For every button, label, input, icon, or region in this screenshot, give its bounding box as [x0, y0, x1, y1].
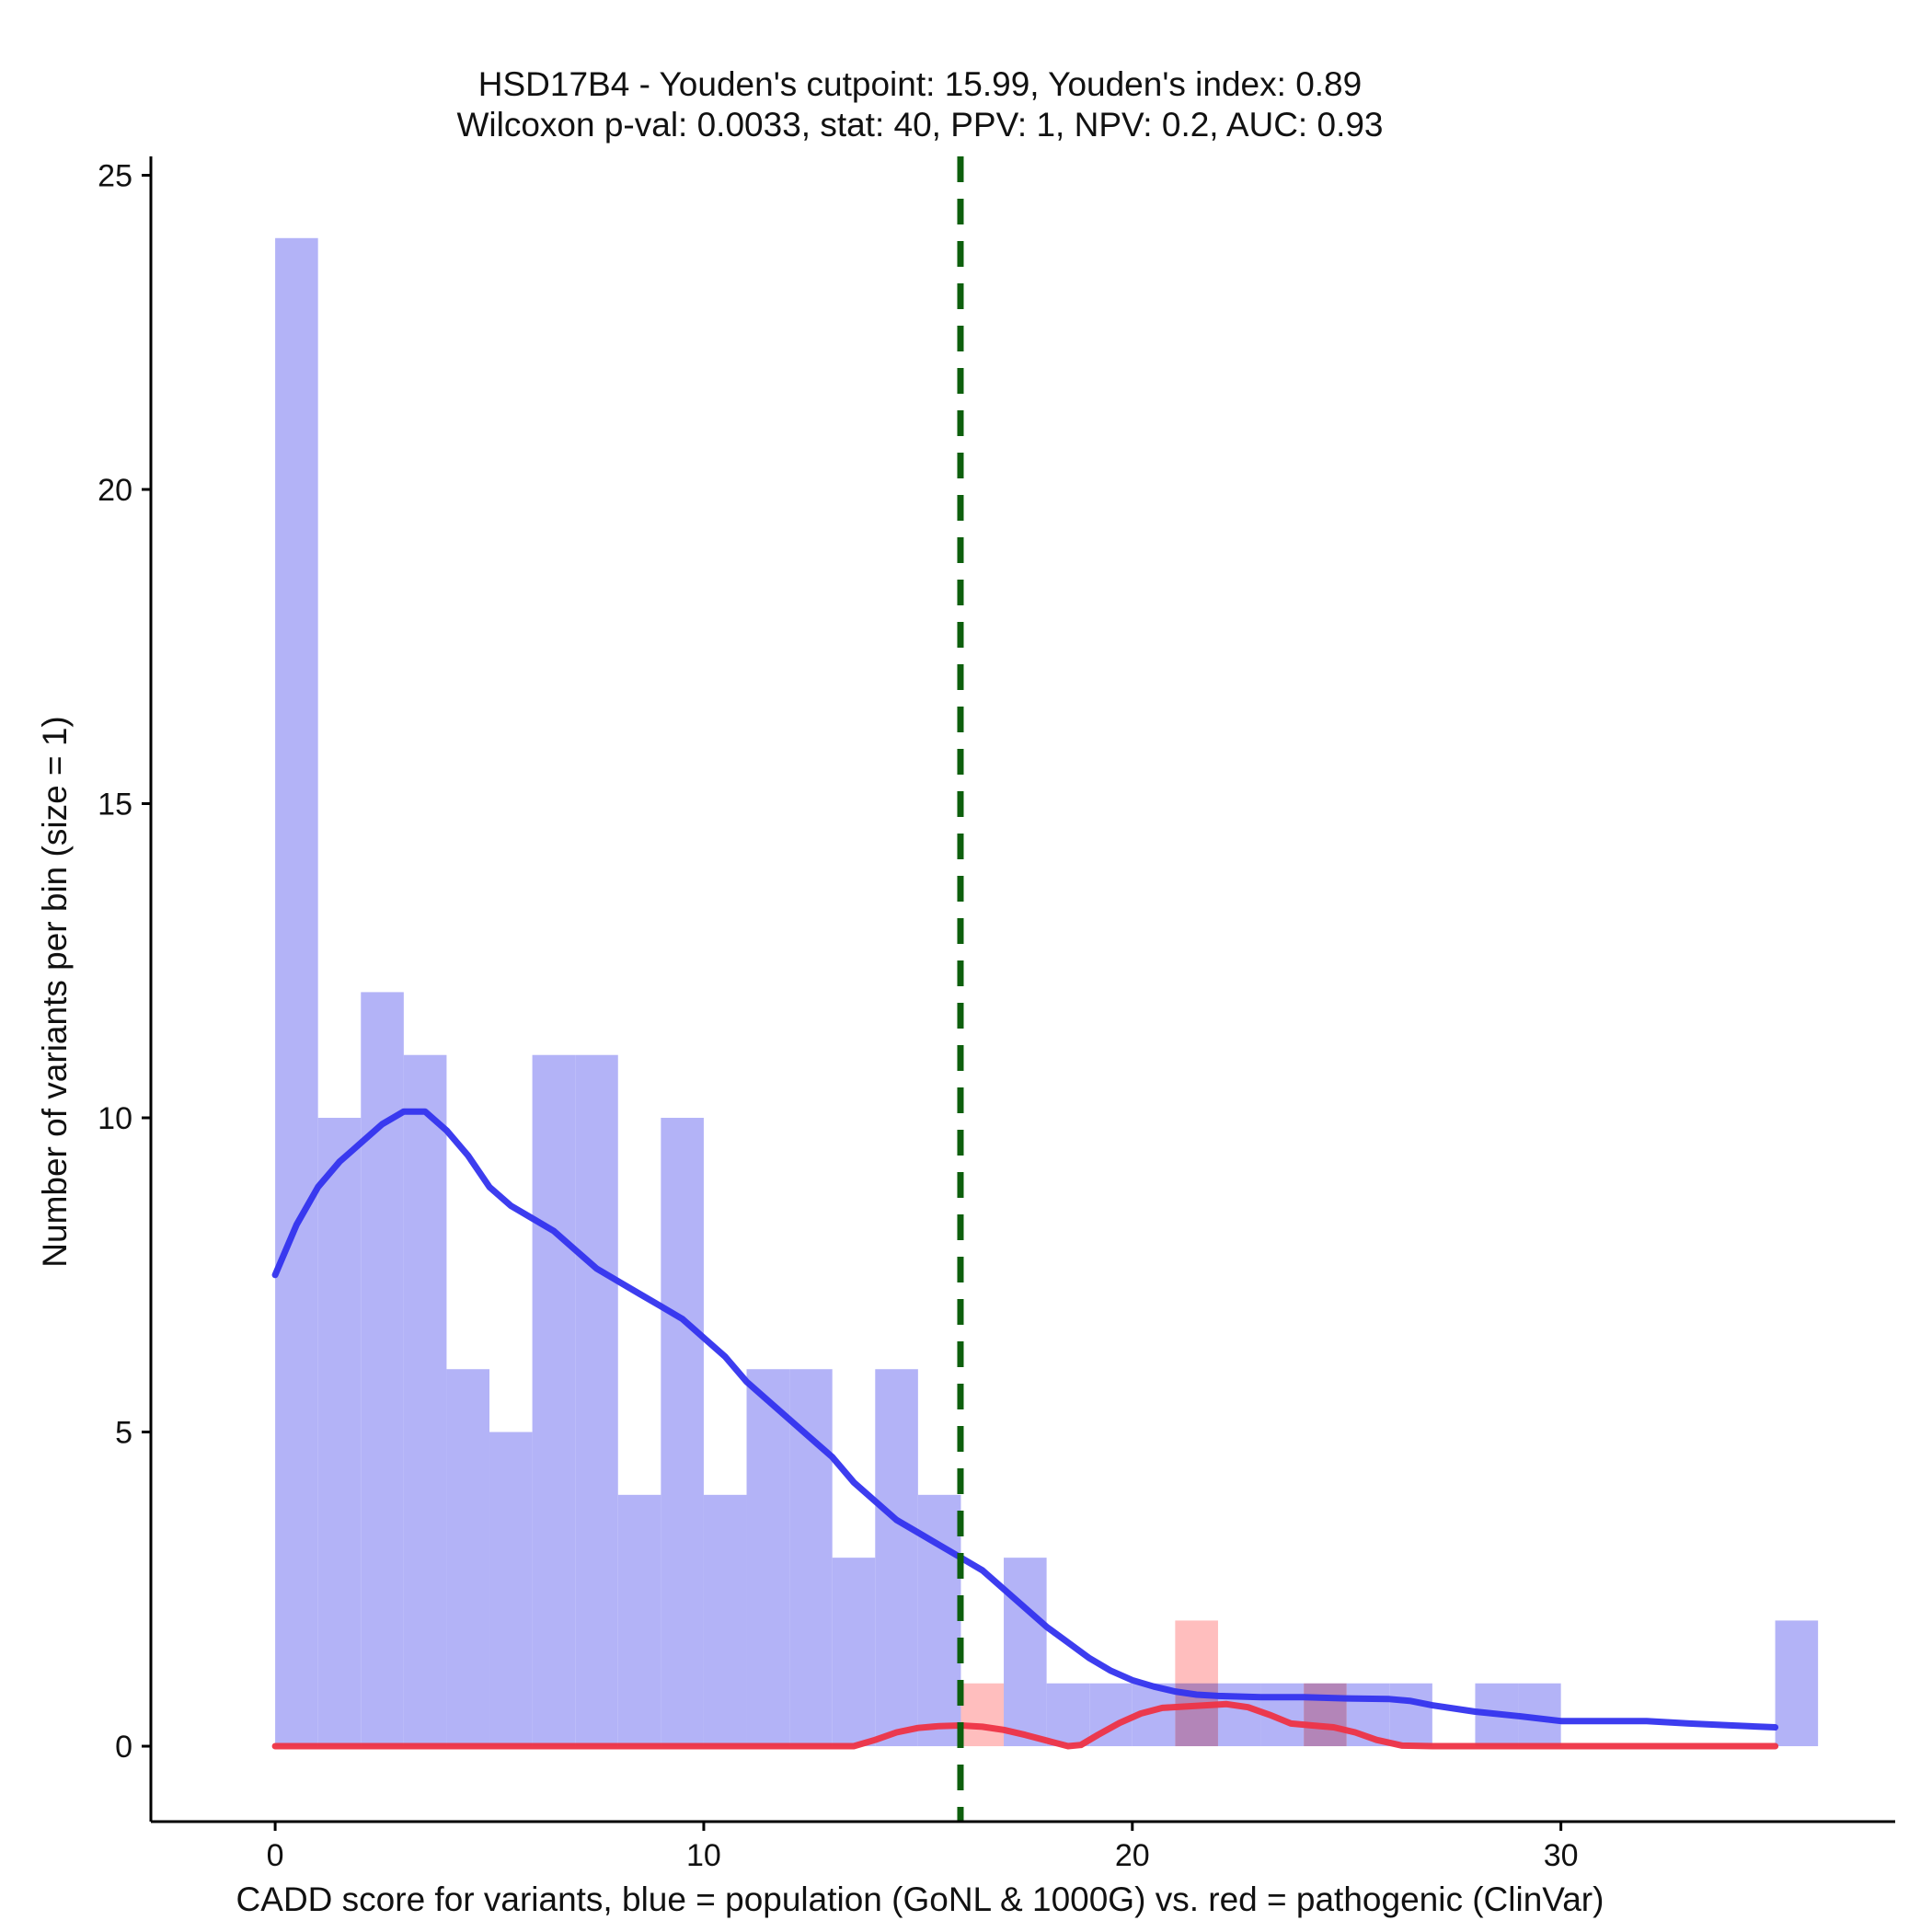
y-tick-label-5: 5: [115, 1416, 132, 1451]
population-bar-18: [1046, 1683, 1090, 1747]
y-tick-label-0: 0: [115, 1730, 132, 1765]
population-bar-11: [746, 1369, 790, 1747]
pathogenic-bar-16: [960, 1683, 1005, 1747]
x-ticks: 0 10 20 30: [267, 1822, 1579, 1873]
population-bar-4: [446, 1369, 490, 1747]
population-bar-17: [1004, 1558, 1047, 1747]
population-bar-0: [275, 237, 318, 1747]
x-tick-label-10: 10: [686, 1838, 721, 1873]
population-bar-13: [832, 1558, 876, 1747]
population-bar-7: [575, 1054, 618, 1747]
x-axis-label: CADD score for variants, blue = populati…: [236, 1880, 1604, 1918]
population-bar-14: [875, 1369, 918, 1747]
y-axis-label: Number of variants per bin (size = 1): [36, 716, 74, 1267]
y-tick-label-25: 25: [98, 158, 132, 193]
chart-title-line2: Wilcoxon p-val: 0.0033, stat: 40, PPV: 1…: [456, 106, 1383, 144]
population-bar-3: [403, 1054, 447, 1747]
x-tick-label-20: 20: [1115, 1838, 1150, 1873]
density-curves: [271, 1108, 1779, 1750]
population-bar-6: [532, 1054, 576, 1747]
pathogenic-bar-21: [1175, 1620, 1218, 1747]
population-bar-2: [361, 992, 404, 1747]
x-tick-label-0: 0: [267, 1838, 284, 1873]
population-bar-35: [1775, 1620, 1819, 1747]
pathogenic-bar-24: [1304, 1683, 1347, 1747]
population-bar-12: [789, 1369, 833, 1747]
y-tick-label-15: 15: [98, 788, 132, 822]
population-bar-26: [1389, 1683, 1432, 1747]
population-bar-1: [317, 1118, 362, 1747]
population-bar-22: [1217, 1683, 1261, 1747]
x-tick-label-30: 30: [1544, 1838, 1579, 1873]
pathogenic-density-curve: [271, 1700, 1779, 1750]
y-ticks: 0 5 10 15 20 25: [98, 158, 151, 1765]
population-bar-10: [703, 1494, 747, 1747]
y-tick-label-20: 20: [98, 473, 132, 508]
population-bar-5: [489, 1432, 533, 1747]
y-tick-label-10: 10: [98, 1101, 132, 1136]
population-bar-9: [661, 1118, 704, 1747]
population-bar-15: [917, 1494, 961, 1747]
population-density-curve: [271, 1108, 1779, 1731]
population-bar-8: [617, 1494, 661, 1747]
chart-title-line1: HSD17B4 - Youden's cutpoint: 15.99, Youd…: [478, 65, 1362, 103]
